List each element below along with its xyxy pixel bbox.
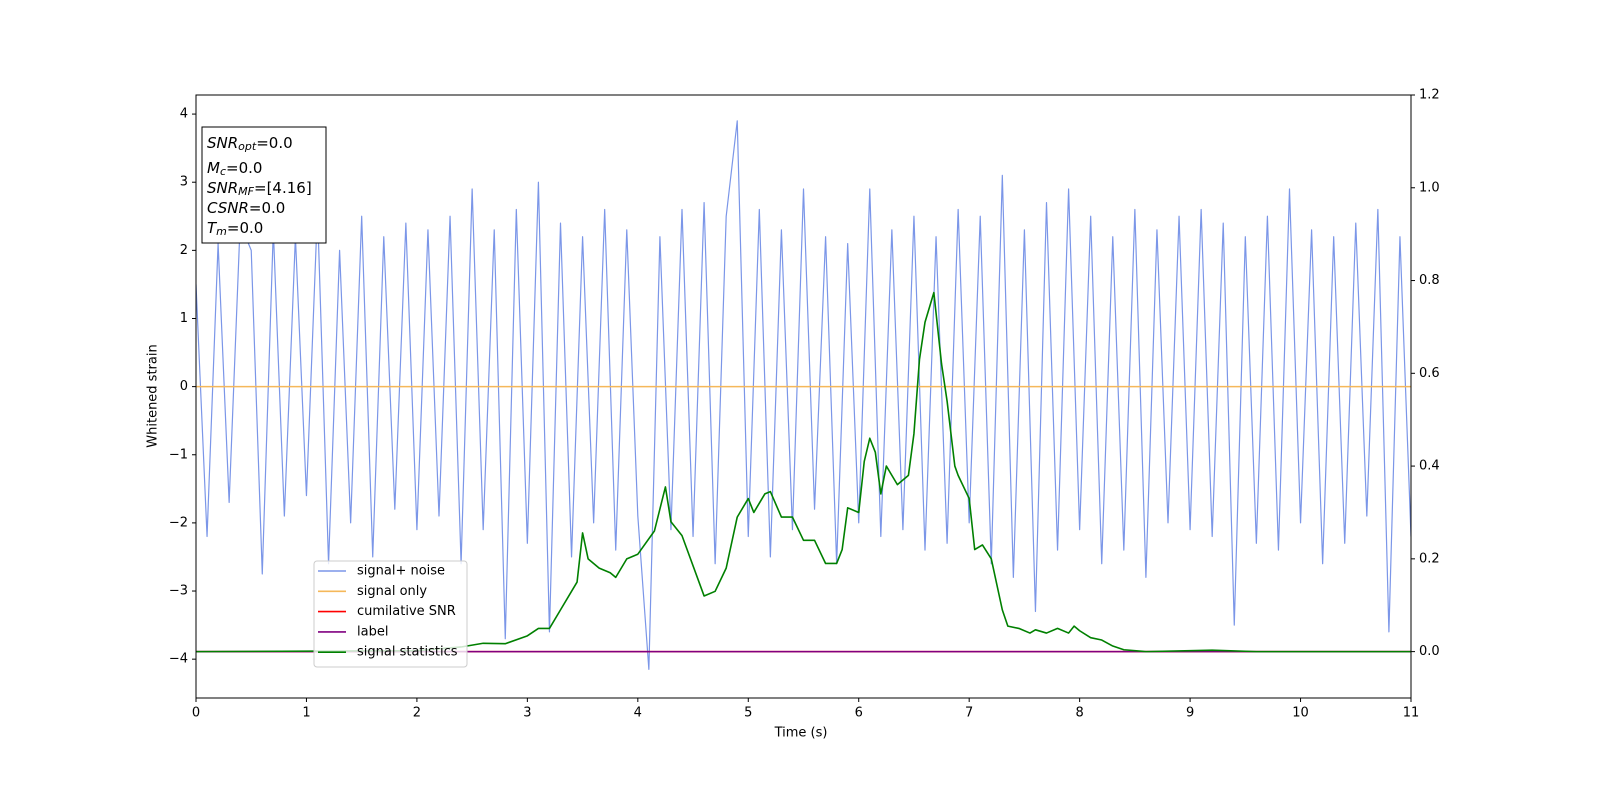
y2-tick-label: 0.2 (1419, 551, 1440, 566)
y2-tick-label: 0.4 (1419, 459, 1440, 474)
y-tick-label: −4 (169, 652, 188, 667)
annotation-value: =0.0 (227, 219, 263, 237)
y-tick-label: 2 (180, 243, 188, 258)
annotation-symbol: M (207, 159, 220, 177)
y-tick-label: 1 (180, 311, 188, 326)
x-tick-label: 11 (1403, 706, 1420, 721)
x-axis-label: Time (s) (774, 726, 828, 741)
x-tick-label: 4 (634, 706, 642, 721)
annotation: SNRopt=0.0 (207, 134, 293, 154)
legend-frame (313, 560, 468, 668)
annotation-value: =0.0 (226, 159, 262, 177)
annotation-subscript: opt (238, 140, 257, 153)
legend-label: signal only (357, 584, 427, 599)
legend-label: signal+ noise (357, 564, 445, 579)
annotation: CSNR=0.0 (207, 199, 285, 217)
series-line (196, 120, 1411, 670)
legend: signal+ noise signal only cumilative SNR la… (313, 560, 468, 668)
x-tick-label: 1 (302, 706, 310, 721)
y2-tick-label: 0.0 (1419, 644, 1440, 659)
annotation: SNRMF=[4.16] (207, 179, 312, 199)
annotation-subscript: MF (238, 185, 254, 198)
x-tick-label: 7 (965, 706, 973, 721)
annotation-symbol: SNR (207, 179, 238, 197)
x-tick-label: 5 (744, 706, 752, 721)
annotation-symbol: SNR (207, 134, 238, 152)
annotation-subscript: c (220, 165, 226, 178)
plot-frame (195, 94, 1412, 699)
annotation-box: SNRopt=0.0Mc=0.0SNRMF=[4.16]CSNR=0.0Tm=0… (201, 126, 327, 244)
x-tick-label: 6 (855, 706, 863, 721)
x-tick-label: 10 (1292, 706, 1309, 721)
annotation: Mc=0.0 (207, 159, 262, 179)
annotation-frame (201, 126, 327, 244)
annotation-value: =0.0 (249, 199, 285, 217)
annotation-symbol: T (207, 219, 218, 237)
y-tick-label: 4 (180, 107, 188, 122)
y-tick-label: −1 (169, 447, 188, 462)
y-tick-label: 0 (180, 379, 188, 394)
y-tick-label: 3 (180, 175, 188, 190)
x-tick-label: 3 (523, 706, 531, 721)
y-tick-label: −2 (169, 515, 188, 530)
annotation: Tm=0.0 (207, 219, 263, 239)
legend-label: label (357, 624, 388, 639)
series-line (196, 291, 1411, 653)
annotation-subscript: m (216, 225, 227, 238)
legend-label: signal statistics (357, 645, 458, 660)
y2-tick-label: 1.0 (1419, 180, 1440, 195)
legend-label: cumilative SNR (357, 604, 456, 619)
annotation-value: =[4.16] (254, 179, 312, 197)
x-tick-label: 9 (1186, 706, 1194, 721)
annotation-value: =0.0 (256, 134, 292, 152)
y2-tick-label: 0.6 (1419, 366, 1440, 381)
y2-tick-label: 1.2 (1419, 88, 1440, 103)
y-tick-label: −3 (169, 584, 188, 599)
annotation-symbol: CSNR (207, 199, 249, 217)
y-axis-label: Whitened strain (146, 344, 161, 447)
x-tick-label: 0 (192, 706, 200, 721)
x-tick-label: 2 (413, 706, 421, 721)
x-tick-label: 8 (1075, 706, 1083, 721)
y2-tick-label: 0.8 (1419, 273, 1440, 288)
